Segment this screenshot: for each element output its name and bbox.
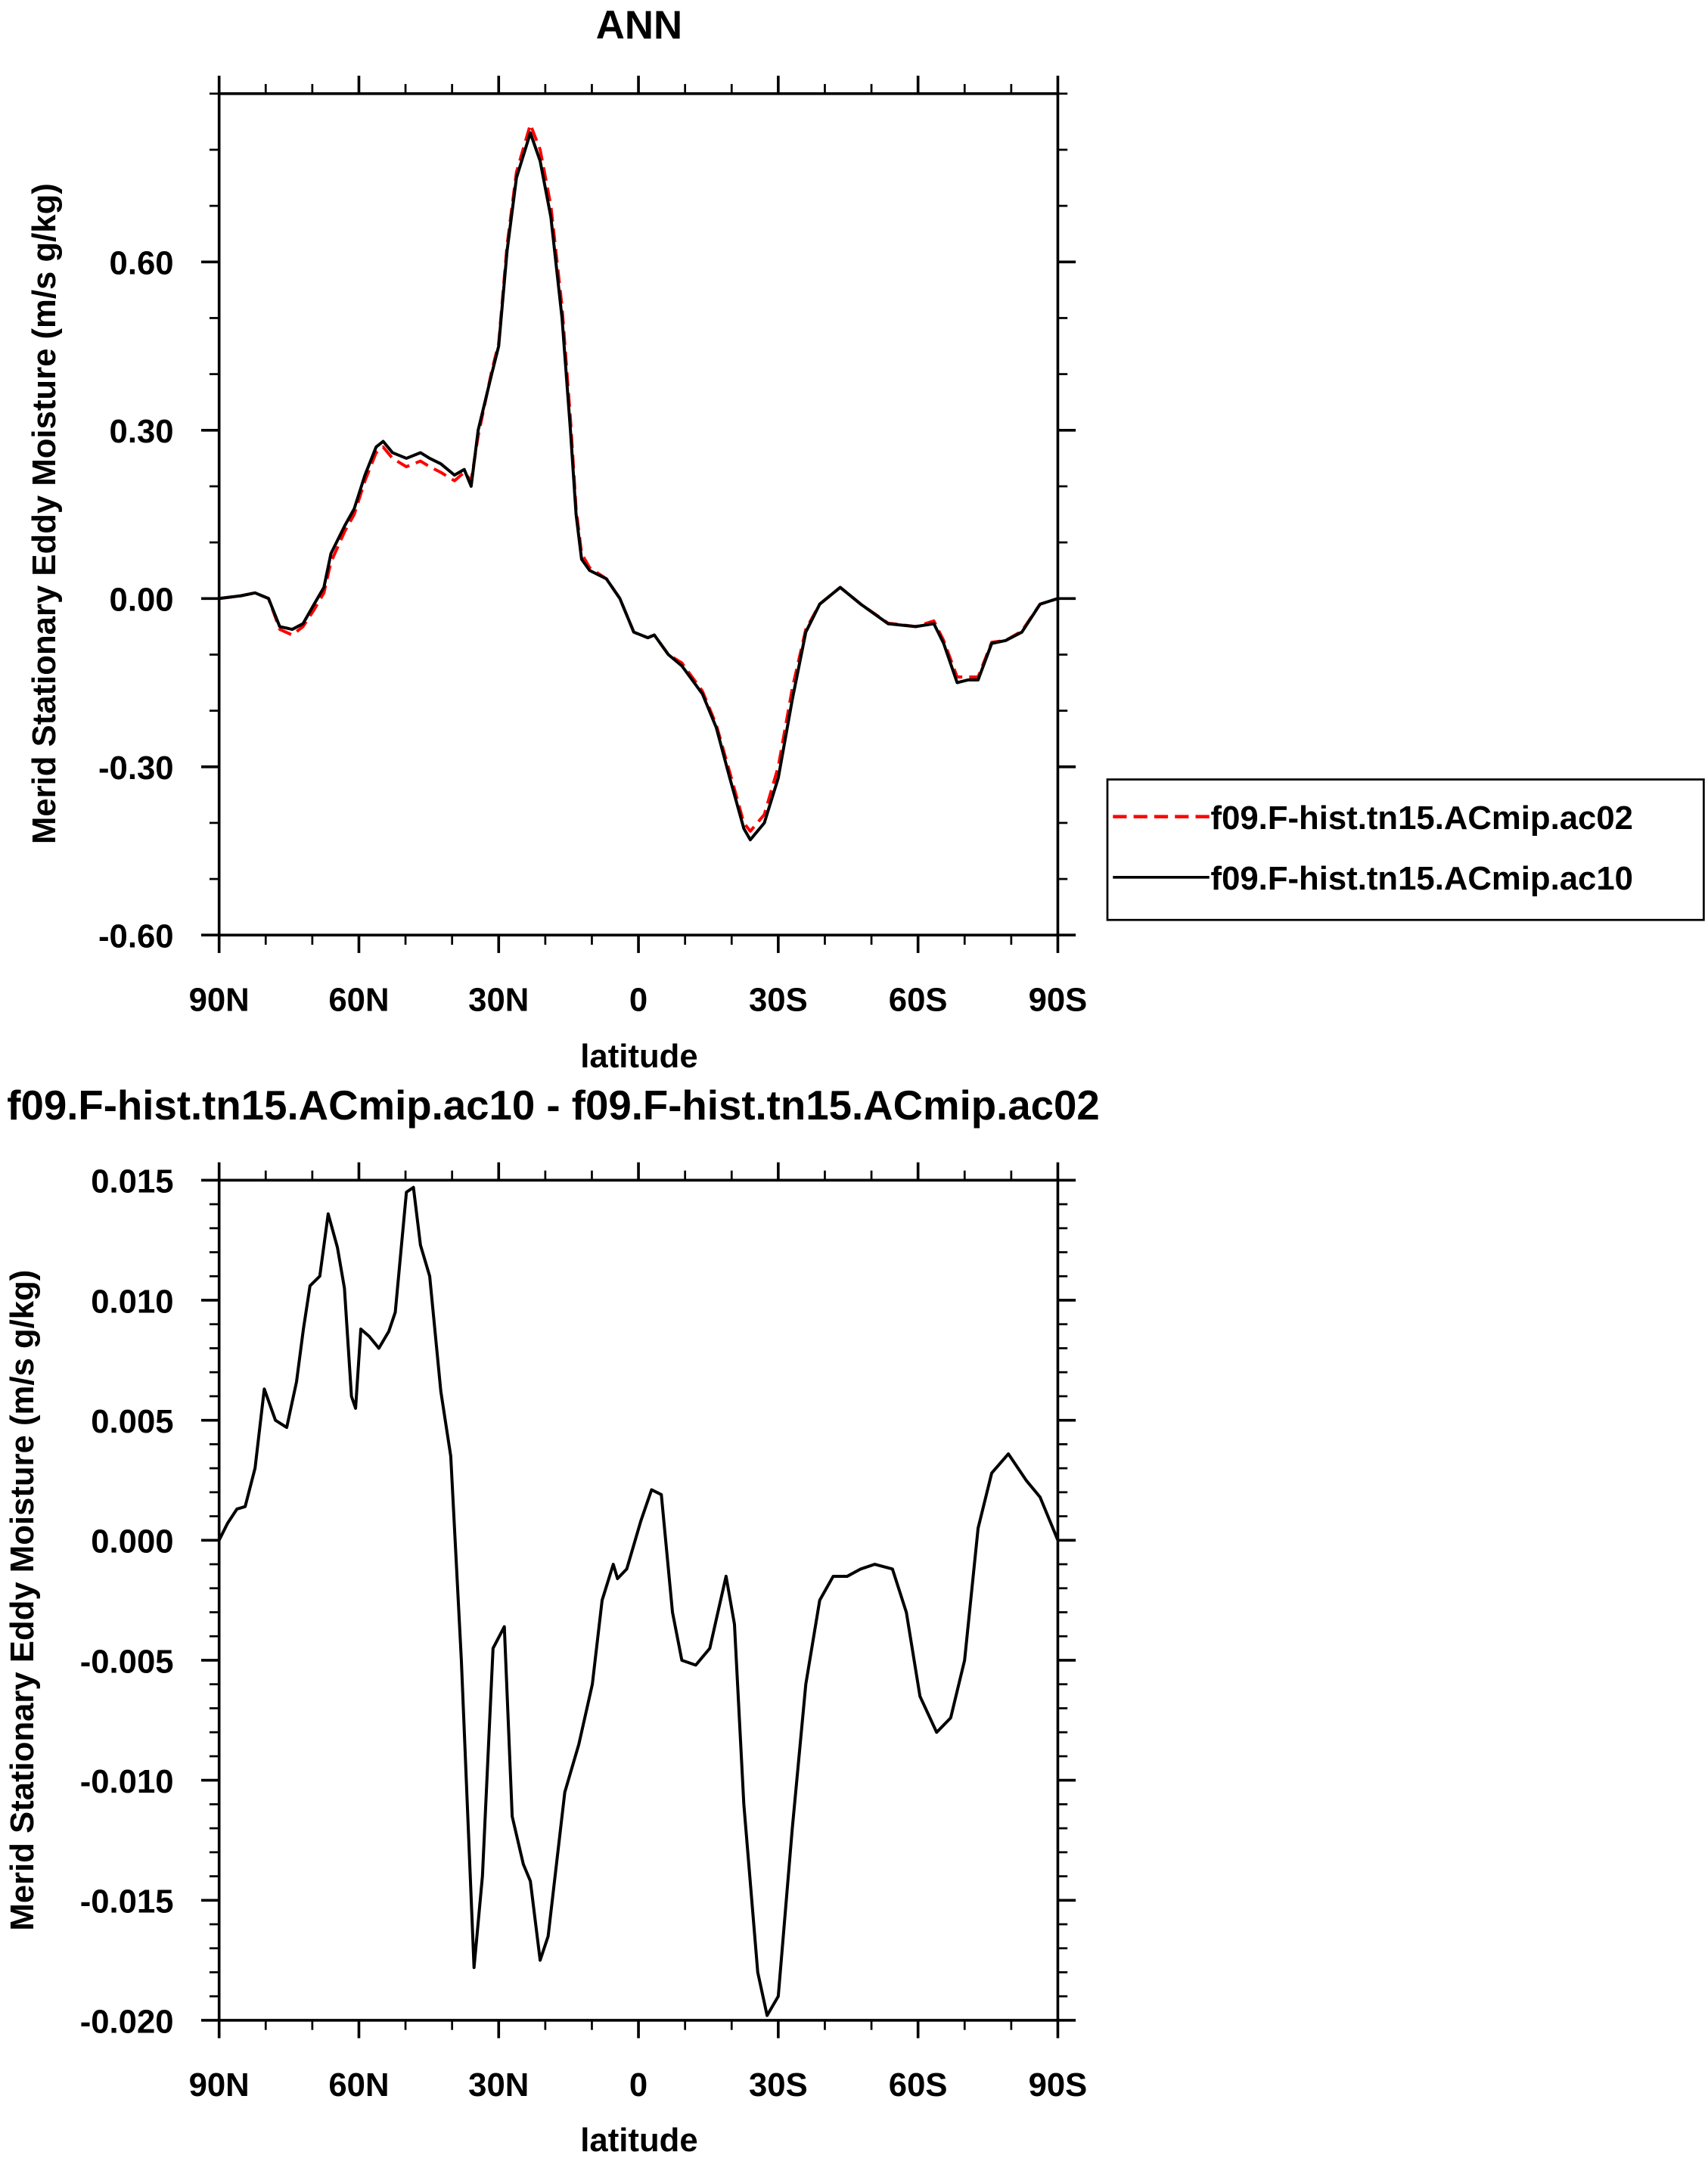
y-tick-label: 0.00 (110, 582, 174, 619)
bottom-panel-difference: f09.F-hist.tn15.ACmip.ac10 - f09.F-hist.… (4, 1082, 1100, 2158)
series-line-f09-f-hist-tn15-acmip-ac02 (219, 123, 1059, 833)
y-tick-label: -0.60 (98, 918, 174, 955)
x-tick-label: 90S (1029, 981, 1088, 1018)
plot-frame (217, 1178, 1060, 2022)
legend: f09.F-hist.tn15.ACmip.ac02 f09.F-hist.tn… (1106, 778, 1705, 921)
x-tick-label: 30S (749, 981, 808, 1018)
y-tick-label: -0.020 (80, 2003, 174, 2040)
top-panel-ann: ANN latitude Merid Stationary Eddy Moist… (26, 3, 1705, 1075)
plot-lines (217, 1185, 1060, 2017)
x-tick-label: 30N (468, 2066, 529, 2104)
x-tick-label: 90N (189, 2066, 250, 2104)
x-tick-label: 30S (749, 2066, 808, 2104)
legend-label-ac02: f09.F-hist.tn15.ACmip.ac02 (1211, 800, 1633, 837)
y-tick-label: 0.60 (110, 245, 174, 282)
chart-title: f09.F-hist.tn15.ACmip.ac10 - f09.F-hist.… (7, 1082, 1099, 1129)
series-line-difference (217, 1185, 1060, 2017)
x-tick-label: 90S (1029, 2066, 1088, 2104)
x-tick-label: 60S (889, 981, 948, 1018)
axes-ticks: 90N 60N 30N 0 30S 60S 90S 0.015 0.010 0.005 0.000 -… (80, 1162, 1088, 2104)
x-tick-label: 30N (468, 981, 529, 1018)
x-tick-label: 60N (328, 981, 389, 1018)
y-tick-label: 0.000 (91, 1523, 173, 1560)
y-tick-label: 0.30 (110, 413, 174, 450)
y-tick-label: 0.005 (91, 1403, 173, 1440)
plot-frame (217, 92, 1060, 937)
chart-title: ANN (596, 3, 682, 48)
x-tick-label: 0 (629, 981, 647, 1018)
x-axis-label: latitude (580, 2122, 697, 2158)
x-axis-label: latitude (580, 1038, 697, 1075)
y-tick-label: -0.015 (80, 1883, 174, 1920)
y-tick-label: -0.30 (98, 750, 174, 787)
y-tick-label: -0.010 (80, 1763, 174, 1800)
x-tick-label: 60S (889, 2066, 948, 2104)
plot-lines (219, 123, 1059, 842)
legend-box (1106, 778, 1705, 921)
y-axis-label: Merid Stationary Eddy Moisture (m/s g/kg… (26, 183, 63, 844)
y-tick-label: 0.010 (91, 1283, 173, 1320)
x-tick-label: 60N (328, 2066, 389, 2104)
y-tick-label: 0.015 (91, 1163, 173, 1200)
x-tick-label: 0 (629, 2066, 647, 2104)
y-tick-label: -0.005 (80, 1643, 174, 1680)
x-tick-label: 90N (189, 981, 250, 1018)
axes-ticks: 90N 60N 30N 0 30S 60S 90S 0.60 0.30 0.00 -0.30 -0.6… (98, 76, 1087, 1018)
series-line-f09-f-hist-tn15-acmip-ac10 (219, 131, 1059, 842)
y-axis-label: Merid Stationary Eddy Moisture (m/s g/kg… (4, 1270, 41, 1931)
legend-label-ac10: f09.F-hist.tn15.ACmip.ac10 (1211, 860, 1633, 897)
